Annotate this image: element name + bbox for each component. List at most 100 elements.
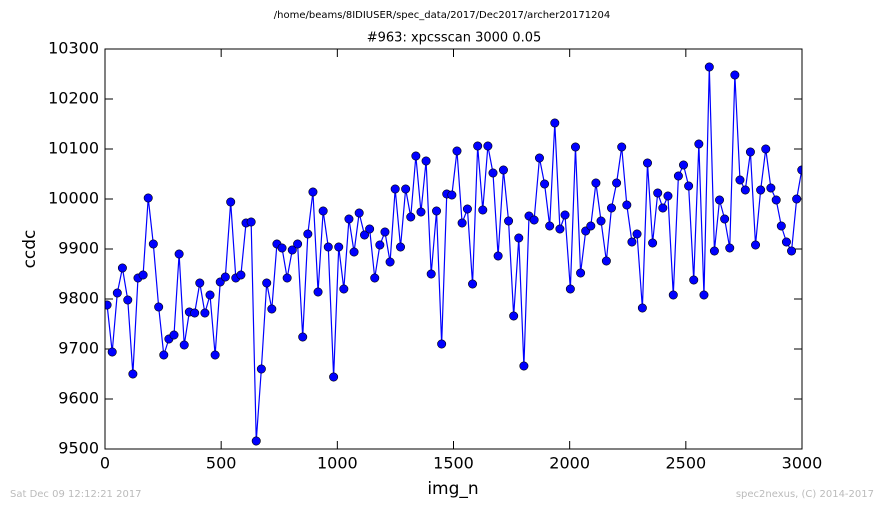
data-point <box>256 364 266 374</box>
data-point <box>339 284 349 294</box>
data-point <box>504 216 514 226</box>
y-tick-label: 10200 <box>48 89 99 108</box>
data-point <box>684 181 694 191</box>
x-axis-label: img_n <box>427 479 478 499</box>
x-tick-label: 1000 <box>317 454 358 473</box>
data-point <box>303 229 313 239</box>
data-point <box>720 214 730 224</box>
data-point <box>396 242 406 252</box>
data-point <box>323 242 333 252</box>
data-point <box>570 142 580 152</box>
footer-right: spec2nexus, (C) 2014-2017 <box>736 489 874 500</box>
data-point <box>159 350 169 360</box>
x-tick-label: 500 <box>206 454 237 473</box>
data-point <box>107 347 117 357</box>
data-point <box>637 303 647 313</box>
y-tick-label: 9800 <box>58 289 99 308</box>
data-point <box>545 221 555 231</box>
data-point <box>437 339 447 349</box>
data-point <box>668 290 678 300</box>
y-axis-label: ccdc <box>20 230 40 269</box>
data-point <box>432 206 442 216</box>
data-point <box>390 184 400 194</box>
data-point <box>663 191 673 201</box>
data-point <box>462 204 472 214</box>
data-point <box>308 187 318 197</box>
data-point <box>416 207 426 217</box>
data-point <box>771 195 781 205</box>
data-point <box>169 330 179 340</box>
data-point <box>174 249 184 259</box>
data-point <box>468 279 478 289</box>
data-point <box>606 203 616 213</box>
y-tick-label: 9700 <box>58 339 99 358</box>
data-point <box>123 295 133 305</box>
x-tick-label: 2500 <box>665 454 706 473</box>
data-point <box>128 369 138 379</box>
data-point <box>493 251 503 261</box>
data-point <box>689 275 699 285</box>
data-point <box>426 269 436 279</box>
data-point <box>354 208 364 218</box>
data-point <box>473 141 483 151</box>
x-tick-label: 0 <box>100 454 110 473</box>
data-point <box>293 239 303 249</box>
data-point <box>632 229 642 239</box>
data-point <box>735 175 745 185</box>
data-point <box>210 350 220 360</box>
data-point <box>699 290 709 300</box>
data-point <box>725 243 735 253</box>
data-point <box>411 151 421 161</box>
footer-left: Sat Dec 09 12:12:21 2017 <box>10 489 142 500</box>
data-point <box>282 273 292 283</box>
data-point <box>447 190 457 200</box>
chart-title: #963: xpcsscan 3000 0.05 <box>367 31 542 46</box>
data-point <box>612 178 622 188</box>
x-tick-label: 2000 <box>549 454 590 473</box>
data-point <box>534 153 544 163</box>
data-point <box>761 144 771 154</box>
data-point <box>679 160 689 170</box>
data-point <box>642 158 652 168</box>
data-point <box>776 221 786 231</box>
data-point <box>195 278 205 288</box>
data-point <box>148 239 158 249</box>
data-point <box>514 233 524 243</box>
data-point <box>745 147 755 157</box>
data-point <box>365 224 375 234</box>
data-point <box>648 238 658 248</box>
data-point <box>385 257 395 267</box>
data-point <box>591 178 601 188</box>
data-point <box>349 247 359 257</box>
data-point <box>766 183 776 193</box>
y-tick-label: 10100 <box>48 139 99 158</box>
data-point <box>334 242 344 252</box>
data-point <box>653 188 663 198</box>
data-point <box>730 70 740 80</box>
data-point <box>627 237 637 247</box>
data-point <box>658 203 668 213</box>
data-point <box>787 246 797 256</box>
data-point <box>740 185 750 195</box>
data-point <box>560 210 570 220</box>
data-point <box>246 217 256 227</box>
data-point <box>370 273 380 283</box>
data-point <box>478 205 488 215</box>
data-point <box>781 237 791 247</box>
x-tick-label: 3000 <box>782 454 823 473</box>
data-point <box>138 270 148 280</box>
y-tick-label: 10000 <box>48 189 99 208</box>
data-point <box>200 308 210 318</box>
data-point <box>262 278 272 288</box>
data-point <box>226 197 236 207</box>
data-point <box>555 224 565 234</box>
data-point <box>154 302 164 312</box>
y-tick-label: 9900 <box>58 239 99 258</box>
y-tick-label: 9500 <box>58 439 99 458</box>
x-tick-label: 1500 <box>433 454 474 473</box>
data-point <box>519 361 529 371</box>
data-point <box>617 142 627 152</box>
suptitle: /home/beams/8IDIUSER/spec_data/2017/Dec2… <box>274 10 610 21</box>
data-point <box>792 194 802 204</box>
